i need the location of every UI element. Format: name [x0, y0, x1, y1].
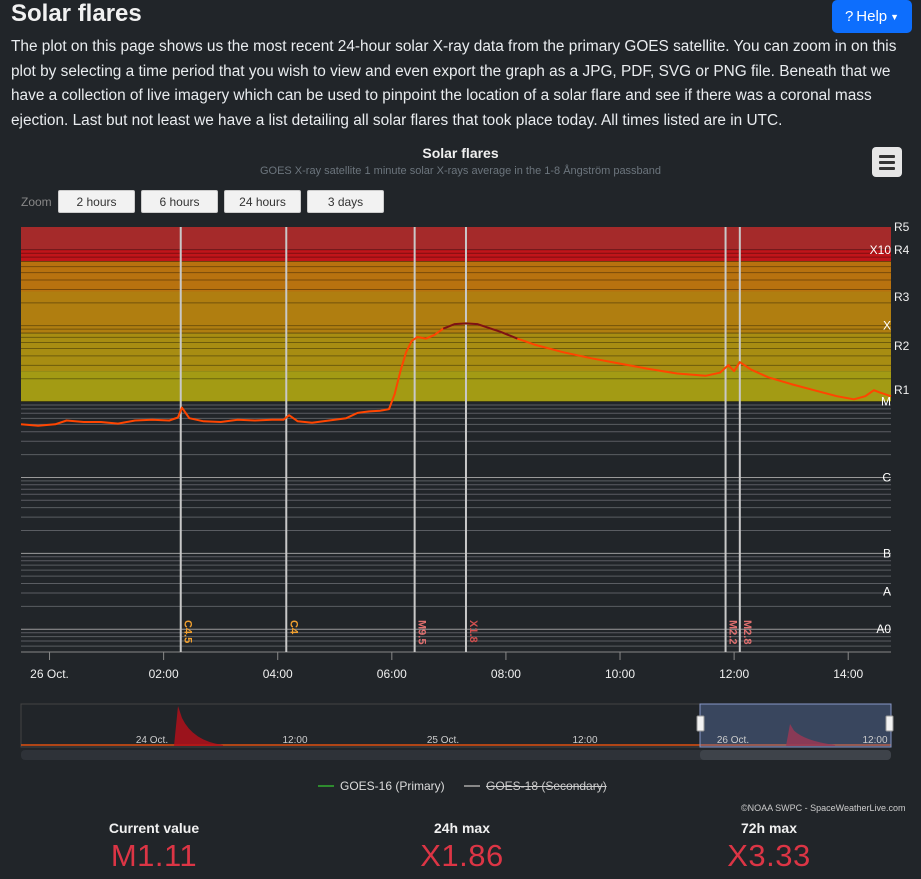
help-button[interactable]: ? Help ▼	[832, 0, 912, 33]
navigator-label-2: 25 Oct.	[427, 735, 459, 746]
x-tick-label-4: 08:00	[491, 667, 521, 681]
navigator-label-0: 24 Oct.	[136, 735, 168, 746]
stat-72h-max: 72h max X3.33	[669, 820, 869, 874]
class-label-0: A0	[876, 622, 891, 636]
class-label-4: M	[881, 395, 891, 409]
navigator-label-1: 12:00	[282, 735, 307, 746]
band-r5	[21, 227, 891, 250]
navigator-label-4: 26 Oct.	[717, 735, 749, 746]
r-label-2: R3	[894, 290, 910, 304]
stat-24h-value: X1.86	[420, 838, 504, 873]
r-label-3: R4	[894, 243, 910, 257]
class-label-3: C	[882, 470, 891, 484]
band-r4	[21, 249, 891, 262]
legend-secondary-swatch	[464, 785, 480, 787]
stat-current-label: Current value	[108, 820, 200, 836]
stat-current-value: M1.11	[110, 838, 198, 873]
stat-72h-label: 72h max	[740, 820, 798, 836]
help-label: Help	[856, 8, 888, 25]
navigator-scrollbar-thumb[interactable]	[700, 750, 891, 760]
navigator-handle-0[interactable]	[696, 715, 705, 732]
flare-label-3: X1.8	[467, 620, 479, 643]
export-menu-button[interactable]	[872, 147, 902, 177]
page-title: Solar flares	[11, 0, 142, 27]
chart-subtitle: GOES X-ray satellite 1 minute solar X-ra…	[259, 165, 662, 177]
series-peak-segment	[442, 322, 518, 340]
class-label-6: X10	[870, 243, 892, 257]
chart-title: Solar flares	[422, 145, 499, 161]
band-r2	[21, 333, 891, 372]
zoom-label: Zoom	[21, 195, 52, 209]
navigator-peak-1	[786, 724, 835, 746]
band-r3	[21, 261, 891, 292]
x-tick-label-2: 04:00	[263, 667, 293, 681]
band-r1	[21, 371, 891, 402]
chart-credit[interactable]: ©NOAA SWPC - SpaceWeatherLive.com	[741, 803, 906, 813]
stat-current: Current value M1.11	[54, 820, 254, 874]
flare-label-2: M9.5	[416, 620, 428, 644]
class-label-2: B	[883, 546, 891, 560]
band-x	[21, 291, 891, 334]
x-tick-label-5: 10:00	[605, 667, 635, 681]
navigator-label-3: 12:00	[572, 735, 597, 746]
flare-label-4: M2.2	[727, 620, 739, 644]
r-label-0: R1	[894, 383, 910, 397]
navigator-scrollbar-track	[21, 750, 891, 760]
legend-primary-label: GOES-16 (Primary)	[340, 779, 445, 793]
flare-label-0: C4.5	[182, 620, 194, 643]
menu-icon	[879, 154, 895, 158]
flare-label-1: C4	[287, 620, 299, 635]
class-label-1: A	[883, 584, 891, 598]
navigator-label-5: 12:00	[862, 735, 887, 746]
r-label-4: R5	[894, 220, 910, 234]
navigator-peak-0	[174, 706, 223, 746]
stat-24h-max: 24h max X1.86	[362, 820, 562, 874]
x-tick-label-7: 14:00	[833, 667, 863, 681]
legend-primary[interactable]: GOES-16 (Primary)	[318, 779, 445, 793]
help-icon: ?	[844, 8, 854, 25]
x-tick-label-3: 06:00	[377, 667, 407, 681]
navigator-handle-1[interactable]	[885, 715, 894, 732]
zoom-6h-button[interactable]: 6 hours	[141, 190, 218, 213]
caret-down-icon: ▼	[890, 11, 900, 22]
zoom-24h-button[interactable]: 24 hours	[224, 190, 301, 213]
legend-primary-swatch	[318, 785, 334, 787]
x-tick-label-1: 02:00	[149, 667, 179, 681]
legend-secondary[interactable]: GOES-18 (Secondary)	[464, 779, 607, 793]
x-tick-label-0: 26 Oct.	[30, 667, 69, 681]
zoom-3d-button[interactable]: 3 days	[307, 190, 384, 213]
class-label-5: X	[883, 319, 891, 333]
gridlines	[21, 249, 891, 647]
legend-secondary-label: GOES-18 (Secondary)	[486, 779, 607, 793]
flare-label-5: M2.8	[741, 620, 753, 644]
series-line-primary	[20, 322, 892, 427]
intro-text: The plot on this page shows us the most …	[11, 38, 897, 129]
r-label-1: R2	[894, 339, 910, 353]
navigator-frame	[20, 703, 892, 748]
x-tick-label-6: 12:00	[719, 667, 749, 681]
zoom-2h-button[interactable]: 2 hours	[58, 190, 135, 213]
stat-72h-value: X3.33	[727, 838, 811, 873]
stat-24h-label: 24h max	[433, 820, 491, 836]
